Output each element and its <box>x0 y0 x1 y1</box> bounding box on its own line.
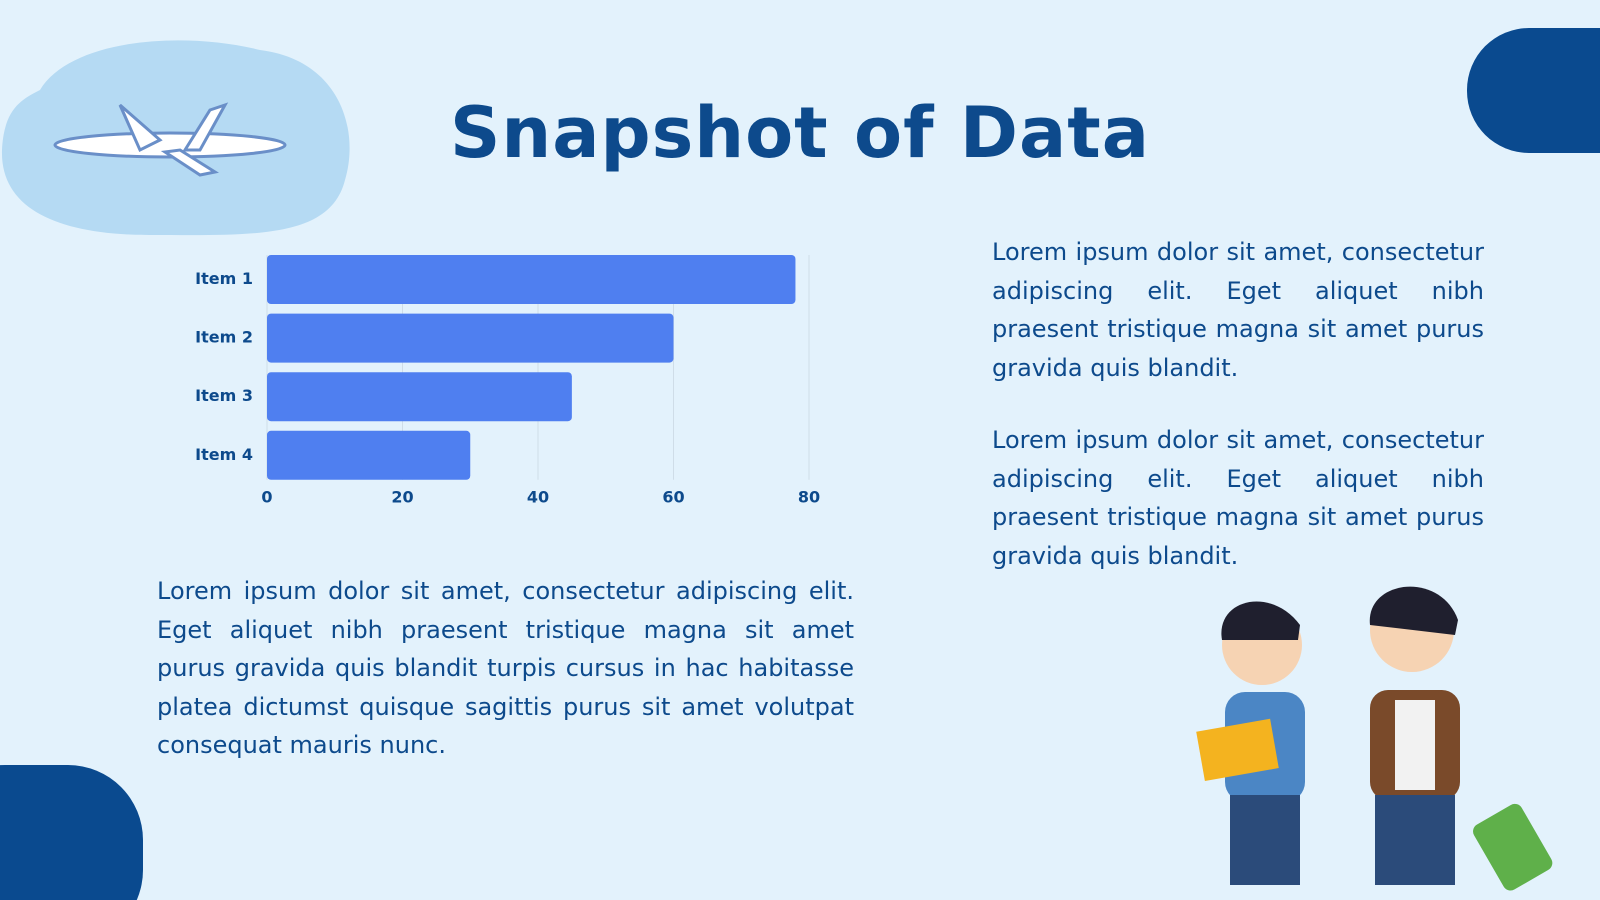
people-illustration <box>1196 586 1553 891</box>
y-tick-label: Item 4 <box>195 445 253 464</box>
y-tick-label: Item 3 <box>195 386 253 405</box>
airplane-illustration <box>53 102 287 177</box>
bar <box>267 255 796 304</box>
y-tick-label: Item 1 <box>195 269 253 288</box>
bar <box>267 430 471 480</box>
slide-title: Snapshot of Data <box>450 92 1150 174</box>
deco-shape <box>1467 28 1600 153</box>
deco-shape <box>0 765 143 900</box>
x-tick-label: 60 <box>662 487 684 506</box>
paragraph: Lorem ipsum dolor sit amet, consectetur … <box>992 426 1484 570</box>
x-tick-label: 20 <box>391 487 413 506</box>
y-tick-label: Item 2 <box>195 328 253 347</box>
x-tick-label: 40 <box>527 487 549 506</box>
bar <box>267 313 674 363</box>
paragraph: Lorem ipsum dolor sit amet, consectetur … <box>992 238 1484 382</box>
x-tick-label: 80 <box>798 487 820 506</box>
x-tick-label: 0 <box>261 487 272 506</box>
bar <box>267 372 572 422</box>
paragraph: Lorem ipsum dolor sit amet, consectetur … <box>157 577 854 759</box>
